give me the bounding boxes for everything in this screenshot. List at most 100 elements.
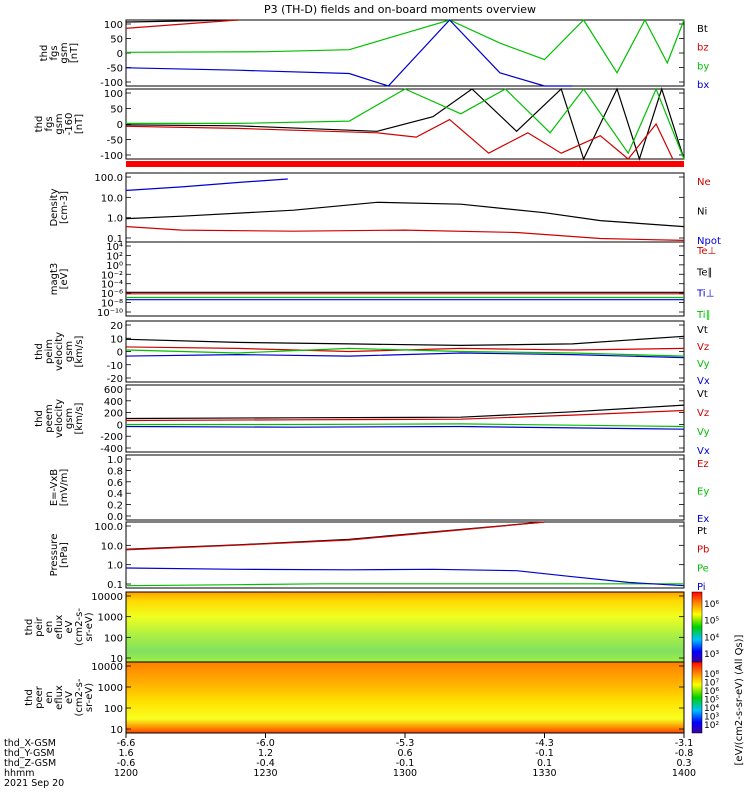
y-axis-label: peim: [44, 339, 55, 364]
legend-entry: Ti∥: [696, 310, 711, 321]
x-tick-label: 1.2: [258, 748, 273, 759]
legend-entry: Te∥: [696, 267, 713, 278]
y-axis-label: en: [44, 691, 55, 704]
y-tick-label: 10⁻²: [101, 270, 123, 281]
y-tick-label: 100: [104, 704, 123, 715]
y-tick-label: 10000: [91, 662, 123, 673]
colorbar: [691, 591, 703, 663]
x-tick-label: 0.6: [397, 748, 412, 759]
legend-entry: Te⊥: [696, 246, 716, 257]
y-axis-label: [km/s]: [74, 402, 85, 434]
series-line: [125, 19, 238, 29]
figure-title: P3 (TH-D) fields and on-board moments ov…: [264, 3, 536, 16]
legend-entry: Ni: [697, 207, 707, 218]
legend-entry: bx: [697, 80, 709, 91]
series-line: [125, 583, 684, 587]
y-tick-label: 0: [117, 348, 123, 359]
y-axis-label: E=-VxB: [49, 469, 60, 506]
panel-frame: [125, 454, 685, 521]
series-line: [126, 423, 685, 428]
y-axis-label: [nPa]: [59, 542, 70, 568]
y-tick-label: 0.0: [107, 512, 123, 523]
y-axis-label: eflux: [54, 615, 65, 640]
y-tick-label: 0.4: [107, 489, 123, 500]
y-axis-label: velocity: [54, 332, 65, 371]
y-tick-label: 10⁰: [106, 261, 123, 272]
y-tick-label: 10000: [91, 592, 123, 603]
x-tick-label: -0.4: [256, 758, 275, 769]
panel-7: 1.00.80.60.40.20.0 E=-VxB [mV/m] Ez Ey Ex: [49, 454, 709, 525]
legend-entry: Vx: [697, 376, 710, 387]
series-line: [125, 87, 685, 161]
y-axis-label: gsm: [64, 341, 75, 362]
legend-entry: Pb: [697, 545, 709, 556]
x-tick-label: 1330: [532, 768, 556, 779]
colorbar-unit-label: [eV/(cm2-s-sr-eV) (All Qs)]: [734, 634, 745, 765]
y-tick-label: 200: [104, 409, 123, 420]
legend-entry: bz: [697, 43, 709, 54]
legend-entry: Vy: [697, 427, 710, 438]
y-tick-label: 50: [110, 35, 123, 46]
colorbar-tick-label: 10⁶: [704, 600, 719, 610]
x-tick-label: -4.3: [535, 738, 554, 749]
y-tick-label: 10.0: [101, 541, 123, 552]
x-tick-label: 1400: [672, 768, 696, 779]
colorbar-tick-label: 10⁵: [704, 696, 719, 706]
y-axis-label: sr-eV): [84, 612, 95, 641]
y-tick-label: -200: [100, 432, 123, 443]
y-axis-label: velocity: [54, 399, 65, 438]
y-tick-label: 10²: [106, 251, 123, 262]
y-axis-label: magt3: [49, 263, 60, 296]
x-tick-label: -6.0: [256, 738, 275, 749]
x-axis-row-label: thd_Z-GSM: [4, 758, 56, 769]
y-tick-label: -10: [107, 361, 123, 372]
y-tick-label: 20: [110, 321, 123, 332]
y-tick-label: 50: [110, 105, 123, 116]
series-line: [125, 409, 685, 422]
x-tick-label: 0.1: [537, 758, 552, 769]
y-axis-label: peem: [44, 404, 55, 432]
legend-entry: Ti⊥: [696, 289, 714, 300]
y-tick-label: 0.1: [107, 580, 123, 591]
y-axis-label: -160: [64, 113, 75, 136]
series-line: [126, 87, 685, 160]
y-axis-label: gsm: [54, 113, 65, 134]
x-tick-label: 1230: [253, 768, 277, 779]
colorbar-tick-label: 10⁴: [704, 704, 719, 714]
panel-frame: [125, 19, 685, 87]
y-tick-label: 0: [117, 420, 123, 431]
y-axis-label: peir: [34, 616, 45, 636]
y-tick-label: 10⁻¹⁰: [97, 308, 123, 319]
y-axis-label: thd: [24, 689, 35, 706]
y-tick-label: 100.0: [94, 522, 123, 533]
y-axis-label: fgs: [49, 45, 60, 60]
y-tick-label: 10: [110, 654, 123, 665]
series-line: [125, 404, 685, 420]
panel-2: 100 50 0 -50 -100 thd fgs gsm -160 [nT]: [34, 87, 685, 162]
series-line: [125, 521, 545, 551]
legend-entry: Vt: [697, 389, 708, 400]
y-tick-label: 1000: [98, 683, 123, 694]
y-axis-label: thd: [24, 619, 35, 636]
y-tick-label: 10⁻⁸: [101, 299, 123, 310]
y-axis-label: [nT]: [69, 43, 80, 63]
y-axis-label: thd: [34, 116, 45, 133]
y-tick-label: 600: [104, 385, 123, 396]
x-tick-label: -0.8: [675, 748, 694, 759]
y-axis-label: eV: [64, 691, 75, 704]
y-axis-label: (cm2-s-: [74, 608, 85, 646]
colorbar-tick-label: 10³: [704, 713, 719, 723]
series-line: [125, 178, 288, 191]
legend-entry: Ez: [697, 459, 709, 470]
legend-entry: Ne: [697, 177, 711, 188]
y-tick-label: 0: [117, 120, 123, 131]
series-line: [125, 118, 674, 160]
series-line: [125, 335, 685, 347]
series-line: [125, 19, 573, 87]
panel-frame: [125, 172, 685, 243]
y-tick-label: 0.1: [107, 234, 123, 245]
series-line: [125, 425, 685, 430]
y-tick-label: 1000: [98, 613, 123, 624]
